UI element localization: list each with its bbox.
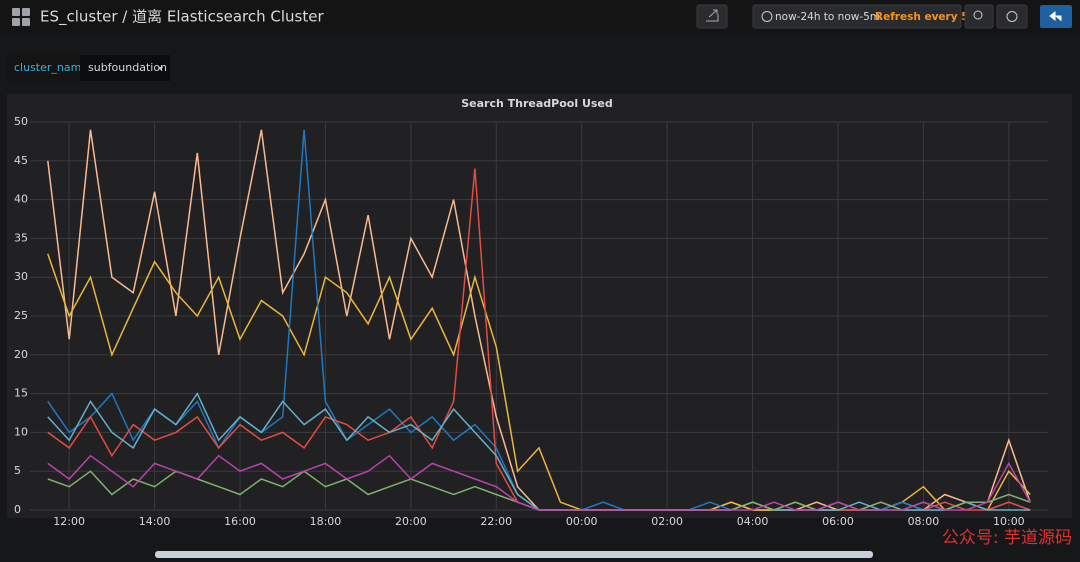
x-tick-label: 02:00 <box>651 515 683 528</box>
x-tick-label: 18:00 <box>310 515 342 528</box>
refresh-button[interactable] <box>996 4 1028 29</box>
y-tick-label: 15 <box>14 387 28 400</box>
chart-title: Search ThreadPool Used <box>461 97 613 110</box>
x-tick-label: 04:00 <box>737 515 769 528</box>
scrollbar <box>155 551 873 558</box>
variable-label: cluster_name <box>14 61 88 74</box>
y-tick-label: 10 <box>14 425 28 438</box>
y-tick-label: 40 <box>14 193 28 206</box>
panel <box>7 94 1072 518</box>
back-icon <box>1049 10 1062 22</box>
refresh-interval: Refresh every 5s <box>875 11 975 23</box>
time-range: now-24h to now-5m <box>775 11 880 23</box>
x-tick-label: 16:00 <box>224 515 256 528</box>
zoom-button[interactable] <box>964 4 994 29</box>
variable-label-box <box>7 55 80 81</box>
variable-dropdown[interactable] <box>80 55 170 81</box>
x-tick-label: 22:00 <box>480 515 512 528</box>
y-tick-label: 50 <box>14 115 28 128</box>
time-picker[interactable] <box>752 4 962 29</box>
share-button[interactable] <box>696 4 728 29</box>
breadcrumb[interactable]: ES_cluster / 道离 Elasticsearch Cluster <box>40 8 324 27</box>
series-line <box>47 454 1031 511</box>
x-tick-label: 20:00 <box>395 515 427 528</box>
refresh-icon <box>1006 11 1018 22</box>
x-tick-label: 12:00 <box>53 515 85 528</box>
clock-icon <box>761 11 773 22</box>
grid-icon[interactable] <box>12 8 30 26</box>
y-tick-label: 45 <box>14 154 28 167</box>
y-tick-label: 25 <box>14 309 28 322</box>
x-tick-label: 00:00 <box>566 515 598 528</box>
y-tick-label: 20 <box>14 348 28 361</box>
share-icon <box>706 9 719 22</box>
x-tick-label: 06:00 <box>822 515 854 528</box>
caret <box>158 67 163 70</box>
x-tick-label: 14:00 <box>139 515 171 528</box>
plot: 0 5 10 15 20 25 30 35 40 45 50 12:00 14:00 16:00 18:00… <box>14 115 1048 528</box>
x-tick-label: 10:00 <box>993 515 1025 528</box>
y-tick-label: 35 <box>14 231 28 244</box>
watermark: 公众号: 芋道源码 <box>942 528 1072 548</box>
y-tick-label: 0 <box>14 503 21 516</box>
y-tick-label: 5 <box>14 464 21 477</box>
x-tick-label: 08:00 <box>908 515 940 528</box>
y-tick-label: 30 <box>14 270 28 283</box>
zoom-icon <box>973 10 983 20</box>
variable-value: subfoundation <box>88 61 167 74</box>
